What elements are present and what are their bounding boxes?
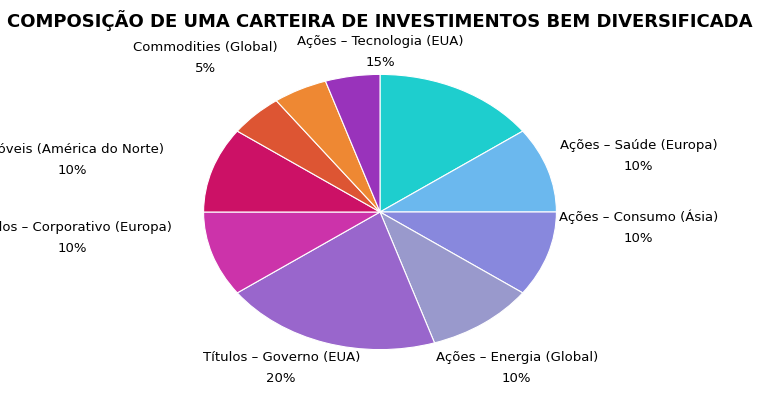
Wedge shape — [277, 81, 380, 212]
Wedge shape — [380, 74, 523, 212]
Wedge shape — [237, 101, 380, 212]
Text: 5%: 5% — [195, 62, 216, 75]
Text: 10%: 10% — [624, 160, 653, 173]
Text: 10%: 10% — [58, 164, 87, 177]
Wedge shape — [380, 131, 556, 212]
Text: Ações – Saúde (Europa): Ações – Saúde (Europa) — [559, 139, 717, 152]
Text: Ações – Consumo (Ásia): Ações – Consumo (Ásia) — [559, 210, 718, 224]
Wedge shape — [237, 212, 435, 350]
Wedge shape — [204, 131, 380, 212]
Text: 10%: 10% — [502, 372, 531, 385]
Wedge shape — [325, 74, 380, 212]
Text: Commodities (Global): Commodities (Global) — [133, 41, 277, 54]
Text: Ações – Tecnologia (EUA): Ações – Tecnologia (EUA) — [296, 35, 464, 48]
Wedge shape — [380, 212, 556, 293]
Text: 15%: 15% — [366, 56, 394, 69]
Text: 20%: 20% — [267, 372, 296, 385]
Wedge shape — [380, 212, 523, 343]
Text: Ações – Energia (Global): Ações – Energia (Global) — [435, 351, 598, 364]
Text: COMPOSIÇÃO DE UMA CARTEIRA DE INVESTIMENTOS BEM DIVERSIFICADA: COMPOSIÇÃO DE UMA CARTEIRA DE INVESTIMEN… — [8, 10, 752, 31]
Text: 10%: 10% — [624, 232, 653, 245]
Text: Imóveis (América do Norte): Imóveis (América do Norte) — [0, 143, 163, 156]
Wedge shape — [204, 212, 380, 293]
Text: Títulos – Governo (EUA): Títulos – Governo (EUA) — [202, 351, 360, 364]
Text: 10%: 10% — [58, 242, 87, 255]
Text: Títulos – Corporativo (Europa): Títulos – Corporativo (Europa) — [0, 221, 172, 234]
